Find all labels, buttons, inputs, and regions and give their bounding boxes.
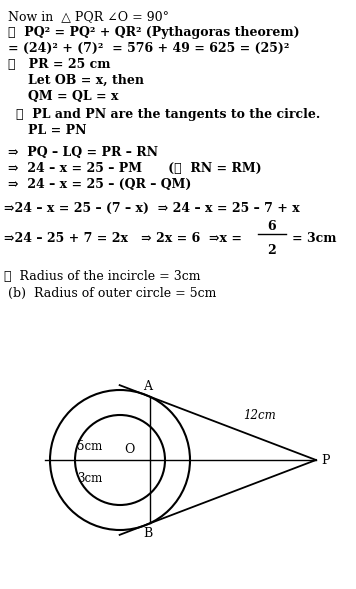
Text: ∴  PL and PN are the tangents to the circle.: ∴ PL and PN are the tangents to the circ… [16, 108, 320, 121]
Text: = (24)² + (7)²  = 576 + 49 = 625 = (25)²: = (24)² + (7)² = 576 + 49 = 625 = (25)² [8, 42, 289, 55]
Text: PL = PN: PL = PN [28, 124, 87, 137]
Text: (b)  Radius of outer circle = 5cm: (b) Radius of outer circle = 5cm [4, 287, 216, 300]
Text: = 3cm: = 3cm [292, 232, 336, 245]
Text: ⇒  24 – x = 25 – PM      (∴  RN = RM): ⇒ 24 – x = 25 – PM (∴ RN = RM) [8, 162, 262, 175]
Text: 6: 6 [268, 220, 276, 233]
Text: ⇒24 – 25 + 7 = 2x   ⇒ 2x = 6  ⇒x =: ⇒24 – 25 + 7 = 2x ⇒ 2x = 6 ⇒x = [4, 232, 242, 245]
Text: ∴   PR = 25 cm: ∴ PR = 25 cm [8, 58, 110, 71]
Text: B: B [143, 527, 152, 541]
Text: Let OB = x, then: Let OB = x, then [28, 74, 144, 87]
Text: P: P [321, 454, 330, 466]
Text: 3cm: 3cm [77, 472, 102, 485]
Text: ∴  Radius of the incircle = 3cm: ∴ Radius of the incircle = 3cm [4, 270, 200, 283]
Text: A: A [143, 379, 152, 392]
Text: QM = QL = x: QM = QL = x [28, 90, 119, 103]
Text: 5cm: 5cm [77, 439, 102, 452]
Text: ∴  PQ² = PQ² + QR² (Pythagoras theorem): ∴ PQ² = PQ² + QR² (Pythagoras theorem) [8, 26, 300, 39]
Text: ⇒24 – x = 25 – (7 – x)  ⇒ 24 – x = 25 – 7 + x: ⇒24 – x = 25 – (7 – x) ⇒ 24 – x = 25 – 7… [4, 202, 300, 215]
Text: 12cm: 12cm [243, 409, 276, 422]
Text: 2: 2 [268, 244, 276, 257]
Text: ⇒  PQ – LQ = PR – RN: ⇒ PQ – LQ = PR – RN [8, 146, 158, 159]
Text: O: O [124, 443, 134, 456]
Text: ⇒  24 – x = 25 – (QR – QM): ⇒ 24 – x = 25 – (QR – QM) [8, 178, 192, 191]
Text: Now in  △ PQR ∠O = 90°: Now in △ PQR ∠O = 90° [8, 10, 169, 23]
